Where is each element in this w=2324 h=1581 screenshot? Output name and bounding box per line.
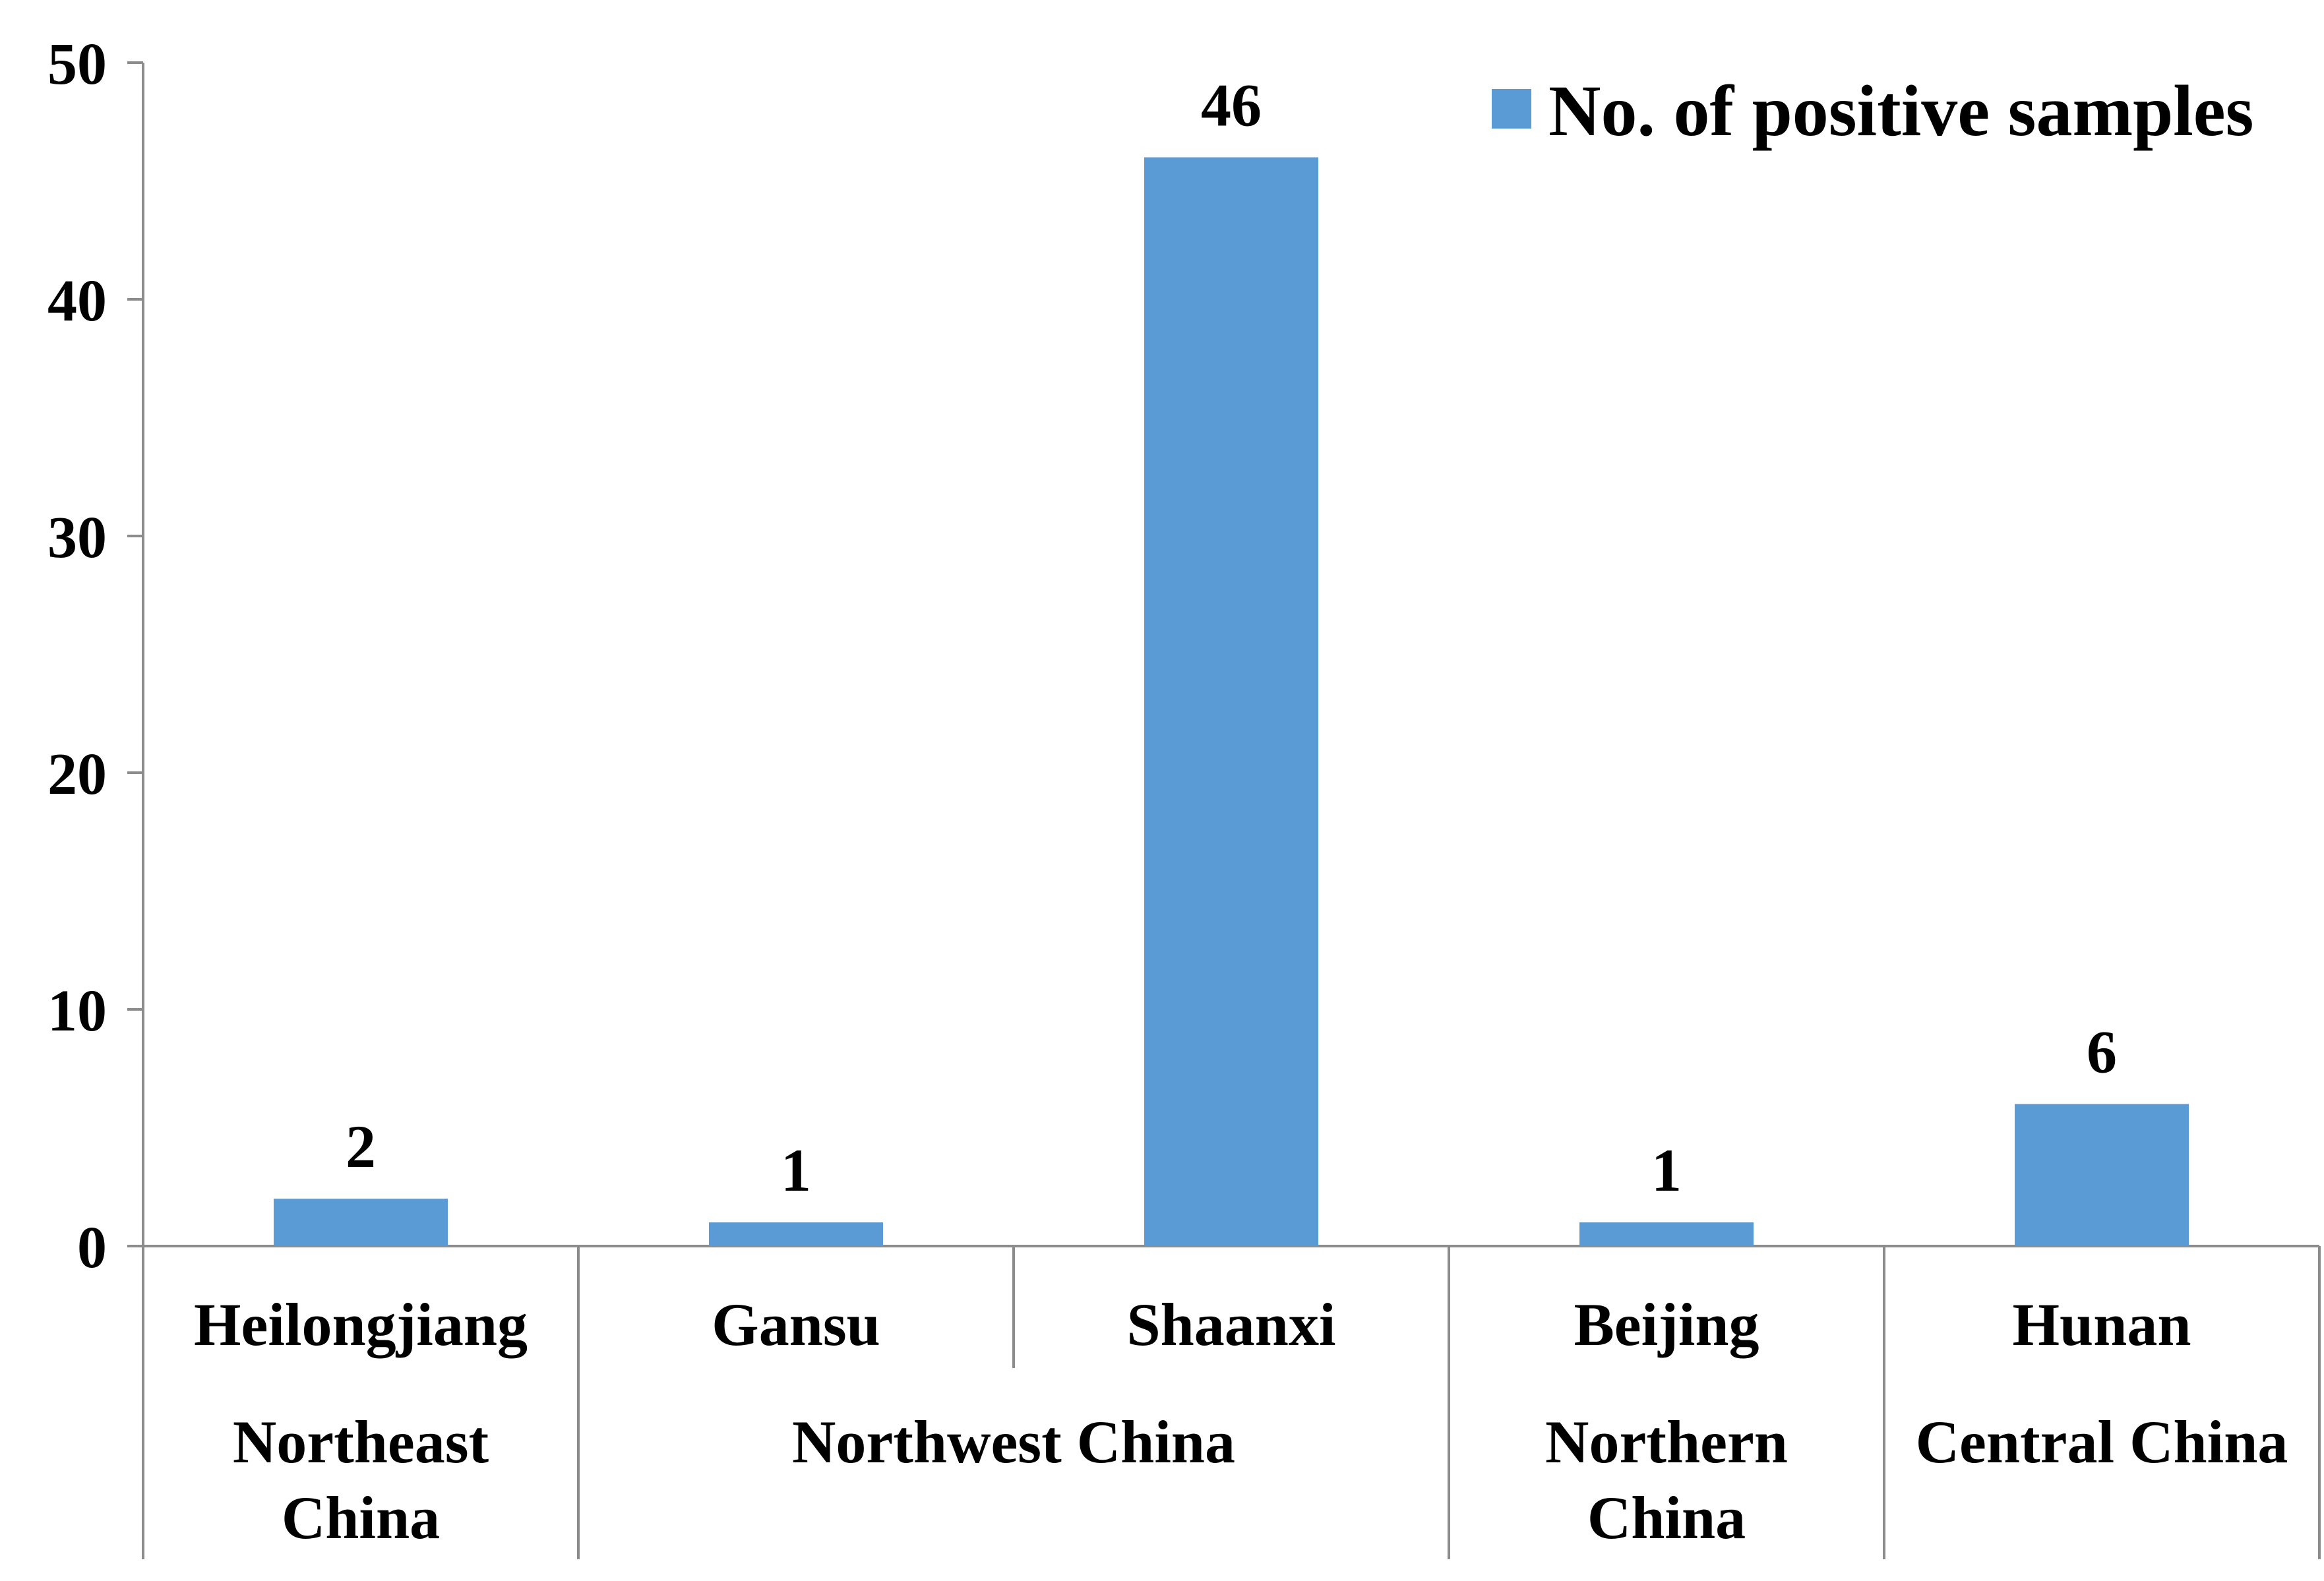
data-label: 6	[2087, 1019, 2117, 1086]
y-tick-label: 50	[47, 32, 107, 97]
data-label: 1	[1651, 1137, 1682, 1204]
data-label: 2	[346, 1113, 376, 1180]
y-tick-label: 0	[77, 1215, 107, 1280]
legend-label: No. of positive samples	[1548, 71, 2253, 151]
bar-heilongjiang	[274, 1199, 448, 1246]
y-tick-label: 40	[47, 268, 107, 334]
legend-swatch	[1492, 89, 1531, 129]
x-group-label: Northeast	[233, 1408, 489, 1476]
x-category-label: Shaanxi	[1126, 1291, 1335, 1358]
bars-layer	[274, 157, 2189, 1247]
data-label: 46	[1201, 72, 1262, 139]
bar-shaanxi	[1144, 157, 1318, 1247]
x-group-label: China	[1587, 1484, 1746, 1551]
x-category-label: Heilongjiang	[194, 1291, 528, 1358]
data-label: 1	[781, 1137, 811, 1204]
labels-layer: 0 10 20 30 40 50 2 Heilongjiang 1 Gansu 46 Shaanxi 1…	[47, 32, 2288, 1551]
x-group-label: Northern	[1545, 1408, 1788, 1476]
legend: No. of positive samples	[1492, 71, 2253, 151]
x-group-label: Northwest China	[792, 1408, 1235, 1476]
bar-hunan	[2015, 1104, 2189, 1246]
y-tick-label: 20	[47, 742, 107, 807]
bar-beijing	[1579, 1222, 1754, 1246]
axes-layer	[127, 61, 2321, 1559]
x-category-label: Hunan	[2012, 1291, 2191, 1358]
bar-gansu	[709, 1222, 883, 1246]
x-group-label: Central China	[1916, 1408, 2288, 1476]
x-category-label: Gansu	[712, 1291, 880, 1358]
y-tick-label: 30	[47, 505, 107, 570]
y-tick-label: 10	[47, 978, 107, 1044]
x-group-label: China	[282, 1484, 440, 1551]
x-category-label: Beijing	[1574, 1291, 1759, 1358]
